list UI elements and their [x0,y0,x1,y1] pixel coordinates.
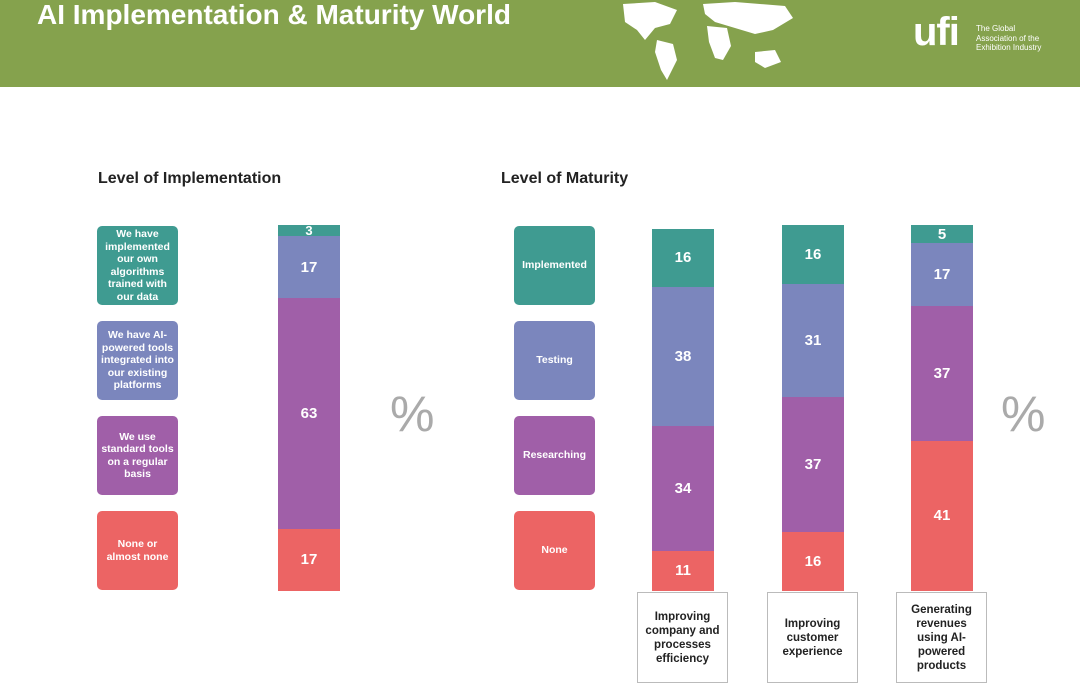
value-label: 37 [933,364,951,382]
bar-segment: 3 [278,222,340,238]
value-label: 17 [933,265,951,283]
bar-segment: 37 [911,305,973,441]
legend-entry: None or almost none [97,511,178,590]
unit-label: % [390,386,435,442]
bar-segment: 16 [652,228,714,288]
bar-segment: 17 [911,243,973,306]
value-label: 41 [933,507,951,525]
value-label: 17 [300,551,318,569]
bar-segment: 31 [782,283,844,397]
chart-title: Level of Implementation [98,170,282,187]
value-label: 37 [804,456,822,474]
value-label: 16 [804,245,822,263]
value-label: 16 [674,249,692,267]
bar-segment: 11 [652,550,714,591]
category-label: Generating revenues using AI-powered pro… [896,592,987,683]
bar-segment: 16 [782,532,844,591]
category-label: Improving customer experience [767,592,858,683]
bar-segment: 16 [782,225,844,284]
legend-entry: Implemented [514,226,595,305]
bar-segment: 17 [278,528,340,591]
bar-segment: 41 [911,440,973,591]
chart-title: Level of Maturity [501,170,629,187]
bar-segment: 17 [278,235,340,299]
unit-label: % [1001,386,1046,442]
value-label: 17 [300,258,318,276]
value-label: 34 [674,480,692,498]
value-label: 38 [674,348,692,366]
legend-entry: None [514,511,595,590]
bar-segment: 38 [652,287,714,427]
bar-segment: 34 [652,426,714,551]
legend-entry: We have AI-powered tools integrated into… [97,321,178,400]
value-label: 11 [675,562,691,580]
legend-entry: Testing [514,321,595,400]
logo: ufi [913,10,960,54]
header-bar: AI Implementation & Maturity World ufi T… [0,0,1080,87]
page-title: AI Implementation & Maturity World [37,0,511,30]
value-label: 16 [804,553,822,571]
bar-segment: 63 [278,298,340,529]
bar-segment: 37 [782,397,844,533]
logo-tagline: The Global Association of the Exhibition… [976,24,1042,52]
world-map [623,2,793,80]
legend-entry: We use standard tools on a regular basis [97,416,178,495]
value-label: 5 [937,225,947,243]
bar-segment: 5 [911,225,973,244]
category-label: Improving company and processes efficien… [637,592,728,683]
value-label: 63 [300,404,318,422]
value-label: 3 [305,222,313,238]
value-label: 31 [804,331,822,349]
legend-entry: We have implemented our own algorithms t… [97,226,178,305]
legend-entry: Researching [514,416,595,495]
